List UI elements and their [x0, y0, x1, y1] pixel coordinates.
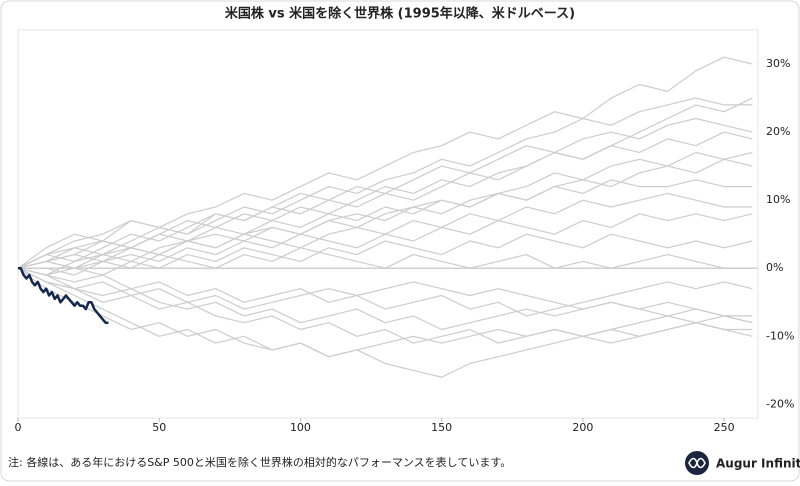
y-tick-label: 10%	[766, 193, 790, 206]
x-tick-label: 0	[15, 421, 22, 434]
series-line	[17, 267, 753, 344]
x-tick-label: 150	[431, 421, 452, 434]
brand-icon	[688, 457, 706, 469]
y-tick-label: 20%	[766, 125, 790, 138]
y-tick-label: -20%	[766, 397, 794, 410]
x-tick-label: 100	[290, 421, 311, 434]
x-tick-label: 250	[714, 421, 735, 434]
series-line	[17, 267, 753, 317]
series-line	[18, 266, 109, 324]
series-line	[17, 267, 753, 358]
series-line	[17, 267, 753, 317]
footnote: 注: 各線は、ある年におけるS&P 500と米国を除く世界株の相対的なパフォーマ…	[8, 455, 511, 469]
y-tick-label: 0%	[766, 261, 783, 274]
series-line	[17, 179, 753, 269]
x-tick-label: 200	[572, 421, 593, 434]
series-line	[17, 97, 753, 269]
series-line	[18, 247, 753, 276]
series-line	[17, 213, 753, 276]
plot-frame	[17, 29, 759, 419]
y-tick-label: 30%	[766, 57, 790, 70]
brand-name: Augur Infinity	[716, 457, 800, 471]
y-tick-label: -10%	[766, 329, 794, 342]
chart-title: 米国株 vs 米国を除く世界株 (1995年以降、米ドルベース)	[225, 6, 575, 22]
x-tick-label: 50	[152, 421, 166, 434]
